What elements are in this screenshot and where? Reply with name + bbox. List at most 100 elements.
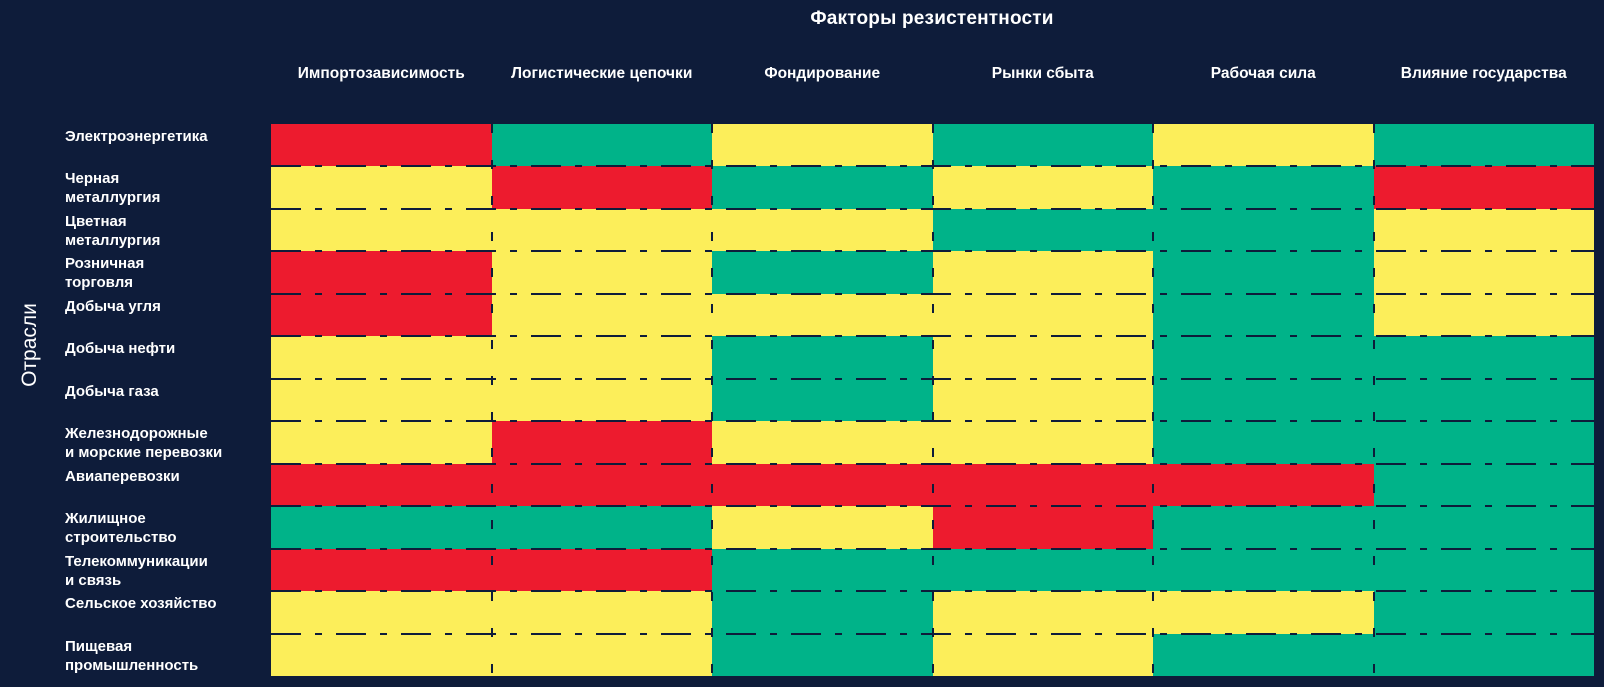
row-label: Черная металлургия — [65, 170, 161, 207]
heatmap-cell — [491, 378, 712, 422]
heatmap-cell — [932, 463, 1153, 507]
row-label: Добыча газа — [65, 382, 159, 400]
heatmap-cell — [271, 378, 492, 422]
heatmap-cell — [491, 124, 712, 167]
heatmap-cell — [712, 378, 933, 422]
heatmap-cell — [932, 591, 1153, 634]
heatmap-cell — [271, 463, 492, 507]
heatmap-cell — [1153, 591, 1374, 634]
heatmap-cell — [1153, 421, 1374, 464]
row-label: Телекоммуникации и связь — [65, 552, 208, 589]
column-header: Фондирование — [764, 65, 881, 82]
heatmap-cell — [712, 591, 933, 634]
heatmap-cell — [1373, 293, 1594, 337]
heatmap-cell — [1153, 633, 1374, 676]
heatmap-cell — [1373, 421, 1594, 464]
heatmap-cell — [712, 124, 933, 167]
row-label: Железнодорожные и морские перевозки — [65, 425, 223, 462]
column-header: Логистические цепочки — [511, 65, 693, 82]
heatmap-cell — [932, 166, 1153, 209]
heatmap-cell — [1373, 591, 1594, 634]
heatmap-cell — [712, 208, 933, 252]
heatmap-cell — [1373, 506, 1594, 549]
column-header: Влияние государства — [1400, 65, 1567, 82]
heatmap-cell — [1373, 208, 1594, 252]
heatmap-cell — [271, 166, 492, 209]
heatmap-cell — [491, 506, 712, 549]
heatmap-cell — [1373, 633, 1594, 676]
heatmap-cell — [271, 124, 492, 167]
heatmap-cell — [712, 421, 933, 464]
heatmap-cell — [932, 421, 1153, 464]
heatmap-cell — [491, 166, 712, 209]
column-header: Рынки сбыта — [991, 65, 1094, 82]
heatmap-cell — [491, 293, 712, 337]
heatmap-cell — [491, 548, 712, 592]
heatmap-cell — [932, 548, 1153, 592]
row-label: Электроэнергетика — [65, 128, 208, 145]
heatmap-cell — [712, 251, 933, 294]
heatmap-cell — [1153, 506, 1374, 549]
heatmap-cell — [271, 421, 492, 464]
heatmap-cell — [1153, 378, 1374, 422]
heatmap-cell — [271, 548, 492, 592]
heatmap-cell — [712, 336, 933, 379]
heatmap-cell — [1373, 463, 1594, 507]
row-label: Авиаперевозки — [65, 467, 180, 485]
heatmap-cell — [491, 251, 712, 294]
heatmap-cell — [1373, 166, 1594, 209]
column-header: Рабочая сила — [1210, 65, 1316, 82]
heatmap-cell — [1153, 166, 1374, 209]
row-label: Розничная торговля — [65, 255, 145, 292]
heatmap-cell — [491, 421, 712, 464]
heatmap-grid — [271, 124, 1594, 676]
heatmap-cell — [271, 251, 492, 294]
heatmap-cell — [712, 633, 933, 676]
heatmap-cell — [1373, 548, 1594, 592]
y-axis-label: Отрасли — [18, 303, 41, 387]
row-label: Пищевая промышленность — [65, 637, 199, 674]
chart-title: Факторы резистентности — [810, 8, 1054, 29]
heatmap-cell — [271, 208, 492, 252]
heatmap-cell — [932, 336, 1153, 379]
row-label: Цветная металлургия — [65, 212, 161, 249]
heatmap-cell — [491, 336, 712, 379]
heatmap-cell — [271, 293, 492, 337]
heatmap-cell — [712, 463, 933, 507]
heatmap-cell — [932, 251, 1153, 294]
heatmap-cell — [932, 124, 1153, 167]
heatmap-cell — [1153, 251, 1374, 294]
row-label: Добыча угля — [65, 297, 161, 315]
heatmap-cell — [491, 591, 712, 634]
heatmap-cell — [1153, 548, 1374, 592]
heatmap-cell — [1373, 251, 1594, 294]
heatmap-cell — [1153, 336, 1374, 379]
heatmap-cell — [271, 506, 492, 549]
heatmap-cell — [932, 293, 1153, 337]
heatmap-cell — [712, 548, 933, 592]
heatmap-cell — [491, 633, 712, 676]
heatmap-cell — [1153, 293, 1374, 337]
heatmap-cell — [491, 208, 712, 252]
heatmap-cell — [271, 633, 492, 676]
heatmap-cell — [932, 506, 1153, 549]
row-label: Добыча нефти — [65, 340, 176, 358]
row-label: Жилищное строительство — [65, 510, 177, 547]
heatmap-cell — [932, 633, 1153, 676]
row-label: Сельское хозяйство — [65, 595, 217, 613]
heatmap-cell — [712, 506, 933, 549]
heatmap-cell — [491, 463, 712, 507]
heatmap-cell — [932, 378, 1153, 422]
heatmap-cell — [1153, 463, 1374, 507]
heatmap-cell — [1373, 378, 1594, 422]
heatmap-cell — [1153, 124, 1374, 167]
heatmap-cell — [712, 293, 933, 337]
heatmap-cell — [271, 336, 492, 379]
heatmap-cell — [1373, 336, 1594, 379]
heatmap-cell — [1373, 124, 1594, 167]
heatmap-cell — [712, 166, 933, 209]
heatmap-cell — [271, 591, 492, 634]
heatmap-cell — [932, 208, 1153, 252]
heatmap-cell — [1153, 208, 1374, 252]
